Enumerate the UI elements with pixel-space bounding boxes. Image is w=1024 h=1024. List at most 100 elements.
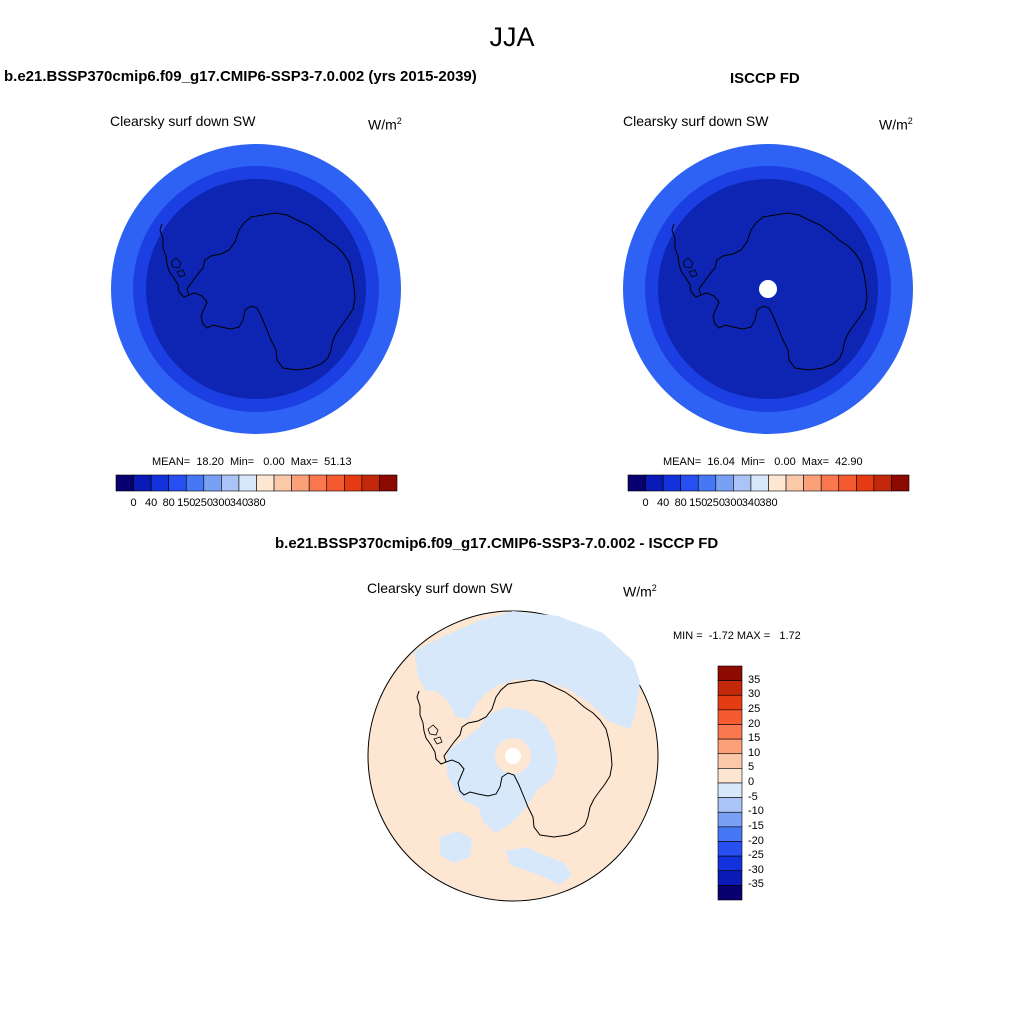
colorbar-tick-label: 250 xyxy=(706,497,725,509)
colorbar-tick-label: -15 xyxy=(748,819,764,832)
colorbar-tick-label: 0 xyxy=(642,497,649,509)
polar-missing-data xyxy=(505,748,521,764)
peninsula-coastline xyxy=(416,690,447,765)
colorbar-tick-label: 0 xyxy=(130,497,137,509)
panel-2-colorbar xyxy=(627,474,910,492)
colorbar-box xyxy=(203,474,222,492)
colorbar-box xyxy=(238,474,257,492)
colorbar-tick-label: 30 xyxy=(748,688,761,701)
colorbar-box xyxy=(838,474,857,492)
colorbar-box xyxy=(768,474,787,492)
colorbar-box xyxy=(168,474,187,492)
colorbar-box xyxy=(680,474,699,492)
colorbar-box xyxy=(717,694,743,711)
colorbar-tick-label: 340 xyxy=(741,497,761,509)
colorbar-tick-label: 250 xyxy=(194,497,213,509)
colorbar-tick-label: 20 xyxy=(748,717,761,730)
colorbar-tick-label: 150 xyxy=(177,497,196,509)
colorbar-tick-label: -30 xyxy=(748,863,764,876)
colorbar-box xyxy=(820,474,840,492)
colorbar-box xyxy=(717,826,743,842)
colorbar-box xyxy=(717,797,743,813)
colorbar-box xyxy=(150,474,169,492)
diff-negative-region xyxy=(440,831,472,863)
colorbar-tick-label: 25 xyxy=(748,702,761,715)
colorbar-box xyxy=(133,474,152,492)
diff-colorbar xyxy=(717,665,743,901)
colorbar-tick-label: 150 xyxy=(689,497,708,509)
antarctica-coastline xyxy=(443,679,613,838)
peninsula-coastline xyxy=(159,223,190,298)
panel-1-stats: MEAN= 18.20 Min= 0.00 Max= 51.13 xyxy=(152,456,352,468)
colorbar-box xyxy=(733,474,752,492)
diff-stats: MIN = -1.72 MAX = 1.72 xyxy=(673,630,801,642)
colorbar-box xyxy=(627,474,646,492)
island-coastline xyxy=(427,724,439,736)
island-coastline xyxy=(176,269,186,278)
diff-colorbar-ticks: 35 30 25 20 15 10 5 0 -5 -10 -15 -20 -25 -30 -35 xyxy=(748,666,788,900)
panel-2-variable: Clearsky surf down SW xyxy=(623,113,769,129)
panel-2-polar-map xyxy=(623,144,913,434)
colorbar-tick-label: -25 xyxy=(748,849,764,862)
colorbar-tick-label: 35 xyxy=(748,673,761,686)
colorbar-box xyxy=(291,474,310,492)
colorbar-tick-label: 40 xyxy=(657,497,670,509)
colorbar-tick-label: 80 xyxy=(674,497,687,509)
colorbar-box xyxy=(645,474,664,492)
colorbar-box xyxy=(697,474,717,492)
panel-2-stats: MEAN= 16.04 Min= 0.00 Max= 42.90 xyxy=(663,456,863,468)
colorbar-box xyxy=(715,474,734,492)
colorbar-box xyxy=(308,474,328,492)
colorbar-tick-label: 300 xyxy=(724,497,743,509)
panel-2-colorbar-ticks: 0 40 80 150 250 300 340 380 xyxy=(628,497,909,511)
colorbar-box xyxy=(750,474,769,492)
colorbar-box xyxy=(717,885,743,901)
colorbar-box xyxy=(326,474,345,492)
panel-2-heading: ISCCP FD xyxy=(730,70,800,87)
antarctica-coastline xyxy=(698,212,868,371)
colorbar-box xyxy=(717,768,743,784)
colorbar-box xyxy=(344,474,363,492)
colorbar-box xyxy=(662,474,681,492)
colorbar-tick-label: 15 xyxy=(748,732,761,745)
colorbar-box xyxy=(717,738,743,755)
colorbar-box xyxy=(379,474,398,492)
colorbar-tick-label: 380 xyxy=(247,497,266,509)
diff-negative-region xyxy=(414,611,640,729)
diff-polar-map xyxy=(367,610,659,902)
panel-1-units: W/m2 xyxy=(368,116,402,133)
diff-variable: Clearsky surf down SW xyxy=(367,580,513,596)
colorbar-box xyxy=(717,753,743,769)
colorbar-box xyxy=(221,474,240,492)
colorbar-tick-label: 380 xyxy=(759,497,778,509)
polar-missing-data xyxy=(759,280,777,298)
colorbar-tick-label: 10 xyxy=(748,746,761,759)
antarctica-coastline xyxy=(186,212,356,371)
colorbar-tick-label: 40 xyxy=(145,497,158,509)
panel-1-colorbar xyxy=(115,474,398,492)
colorbar-box xyxy=(717,782,743,798)
colorbar-box xyxy=(856,474,875,492)
colorbar-tick-label: -10 xyxy=(748,805,764,818)
colorbar-box xyxy=(185,474,205,492)
colorbar-box xyxy=(717,870,743,886)
colorbar-box xyxy=(717,724,743,740)
island-coastline xyxy=(682,257,694,269)
panel-1-colorbar-ticks: 0 40 80 150 250 300 340 380 xyxy=(116,497,397,511)
colorbar-box xyxy=(273,474,292,492)
colorbar-tick-label: 0 xyxy=(748,776,755,788)
peninsula-coastline xyxy=(671,223,702,298)
figure-title: JJA xyxy=(489,22,535,52)
inner-band xyxy=(146,179,366,399)
colorbar-box xyxy=(717,709,743,725)
colorbar-box xyxy=(891,474,910,492)
colorbar-box xyxy=(717,811,743,828)
diff-units: W/m2 xyxy=(623,583,657,600)
island-coastline xyxy=(688,269,698,278)
colorbar-box xyxy=(785,474,804,492)
panel-2-units: W/m2 xyxy=(879,116,913,133)
colorbar-box xyxy=(873,474,892,492)
colorbar-tick-label: 340 xyxy=(229,497,249,509)
diff-negative-region xyxy=(506,847,572,885)
colorbar-tick-label: -5 xyxy=(748,790,758,803)
